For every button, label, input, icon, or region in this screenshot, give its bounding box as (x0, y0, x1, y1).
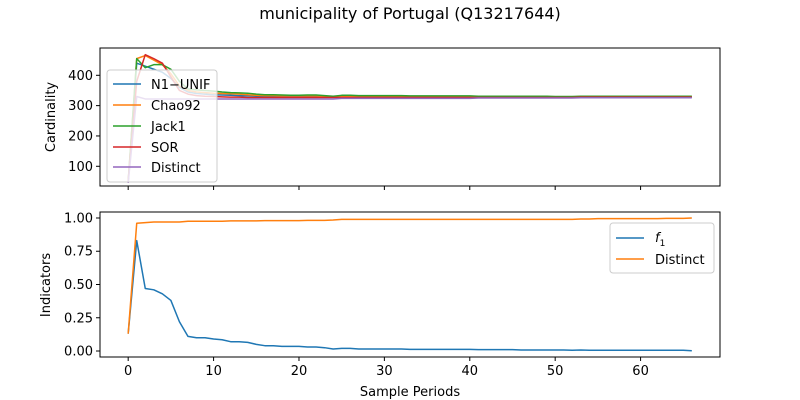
indicators-y-tick-label: 1.00 (64, 211, 93, 226)
legend-label-n1-unif: N1−UNIF (151, 78, 210, 93)
cardinality-series (127, 53, 692, 184)
indicators-series-line-f1 (127, 239, 692, 352)
cardinality-y-ticks: 100 200 300 400 (68, 69, 100, 175)
indicators-series-line-distinct (127, 217, 692, 334)
cardinality-axes-frame (99, 47, 721, 187)
cardinality-y-tick-label: 200 (68, 129, 93, 144)
legend-label-sor: SOR (151, 141, 179, 156)
cardinality-legend-box (106, 69, 218, 183)
cardinality-y-tick-label: 100 (68, 160, 93, 175)
x-tick-label: 20 (291, 364, 308, 379)
indicators-y-tick-label: 0.50 (64, 278, 93, 293)
legend-label-f1-subscript: 1 (660, 239, 666, 249)
legend-label-chao92: Chao92 (151, 99, 201, 114)
x-axis-label: Sample Periods (360, 385, 460, 400)
x-tick-label: 40 (462, 364, 479, 379)
indicators-legend-box (609, 222, 715, 274)
indicators-y-ticks: 0.00 0.25 0.50 0.75 1.00 (64, 211, 100, 360)
indicators-panel: 0.00 0.25 0.50 0.75 1.00 0 10 20 30 40 50 60 Indic… (39, 211, 721, 379)
chart-title: municipality of Portugal (Q13217644) (259, 4, 561, 23)
legend-label-distinct-indicator: Distinct (655, 253, 705, 268)
cardinality-y-tick-label: 300 (68, 99, 93, 114)
x-tick-label: 50 (547, 364, 564, 379)
x-tick-label: 30 (376, 364, 393, 379)
x-tick-label: 60 (632, 364, 649, 379)
cardinality-series-line-distinct (127, 95, 692, 184)
indicators-y-axis-label: Indicators (39, 253, 54, 317)
indicators-y-tick-label: 0.75 (64, 245, 93, 260)
cardinality-series-line-jack1 (127, 57, 692, 182)
indicators-y-tick-label: 0.00 (64, 345, 93, 360)
legend-label-jack1: Jack1 (150, 120, 186, 135)
cardinality-panel: 100 200 300 400 Cardinality N1−UNIF Chao92 … (44, 47, 721, 190)
indicators-legend: f1 Distinct (609, 222, 715, 274)
legend-label-f1-base: f (655, 231, 662, 246)
legend-label-distinct: Distinct (151, 161, 201, 176)
indicators-series (127, 217, 692, 352)
cardinality-x-ticks (127, 186, 642, 190)
x-tick-label: 10 (205, 364, 222, 379)
indicators-x-ticks: 0 10 20 30 40 50 60 (124, 357, 649, 379)
legend-label-f1: f1 (655, 231, 665, 249)
cardinality-y-axis-label: Cardinality (44, 82, 59, 153)
cardinality-y-tick-label: 400 (68, 69, 93, 84)
x-tick-label: 0 (124, 364, 132, 379)
indicators-y-tick-label: 0.25 (64, 311, 93, 326)
cardinality-legend: N1−UNIF Chao92 Jack1 SOR Distinct (106, 69, 218, 183)
